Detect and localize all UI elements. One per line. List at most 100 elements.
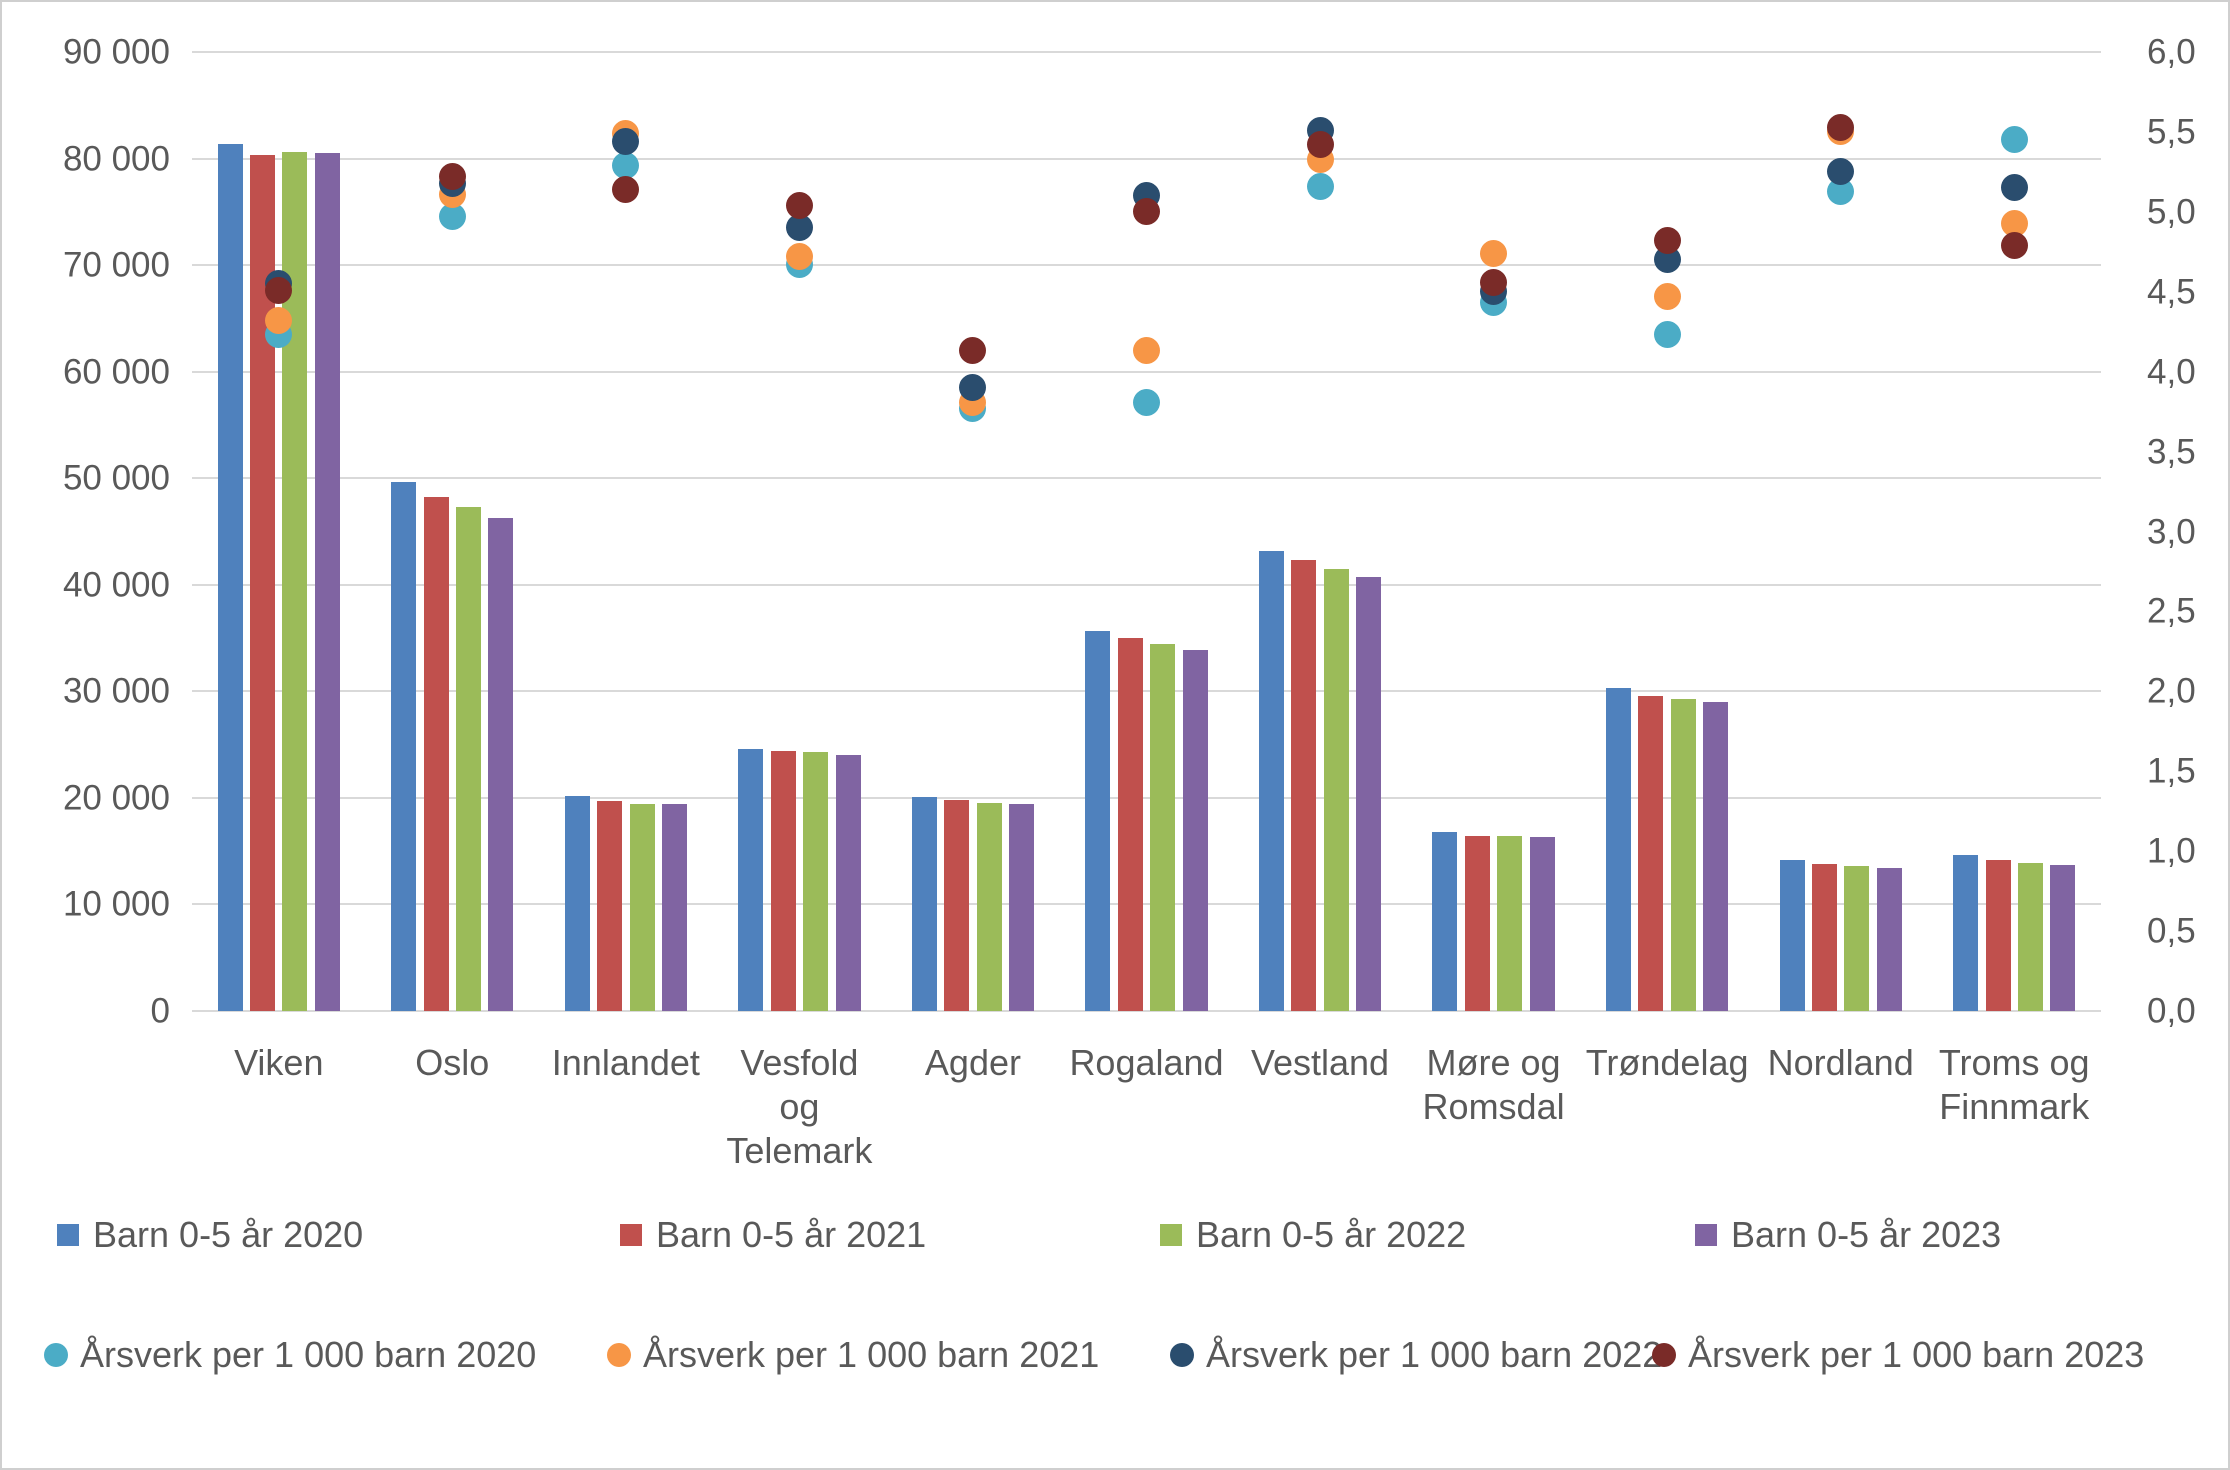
bar bbox=[1703, 701, 1729, 1011]
bar bbox=[1291, 560, 1317, 1011]
bar bbox=[2017, 862, 2043, 1011]
legend-label: Årsverk per 1 000 barn 2023 bbox=[1688, 1334, 2145, 1375]
scatter-dot bbox=[438, 163, 466, 191]
bar bbox=[1150, 644, 1176, 1011]
legend-square-swatch bbox=[1695, 1224, 1717, 1246]
scatter-dot bbox=[1133, 198, 1160, 226]
legend-label: Barn 0-5 år 2020 bbox=[93, 1214, 364, 1255]
right-axis-tick: 3,5 bbox=[2147, 432, 2196, 472]
scatter-dot bbox=[612, 128, 640, 155]
right-axis-tick: 4,0 bbox=[2147, 352, 2196, 392]
bar bbox=[1811, 863, 1837, 1011]
left-axis-tick: 60 000 bbox=[62, 352, 170, 392]
category-label: Rogaland bbox=[1069, 1042, 1224, 1083]
scatter-dot bbox=[785, 191, 813, 219]
scatter-dot bbox=[785, 243, 813, 271]
legend-item-dot: Årsverk per 1 000 barn 2020 bbox=[44, 1334, 536, 1376]
scatter-dot bbox=[265, 307, 293, 335]
legend-item-dot: Årsverk per 1 000 barn 2021 bbox=[607, 1334, 1099, 1376]
left-axis-tick: 80 000 bbox=[62, 139, 170, 179]
scatter-dot bbox=[1306, 172, 1334, 200]
scatter-dot bbox=[1653, 283, 1681, 311]
scatter-dot bbox=[1653, 227, 1681, 255]
gridline bbox=[192, 51, 2101, 53]
left-axis-tick: 10 000 bbox=[62, 884, 170, 924]
bar bbox=[976, 803, 1002, 1011]
scatter-dot bbox=[1480, 268, 1508, 296]
legend-item-bar: Barn 0-5 år 2022 bbox=[1160, 1214, 1466, 1256]
bar bbox=[391, 482, 417, 1011]
bar bbox=[1182, 649, 1208, 1011]
gridline bbox=[192, 370, 2101, 373]
category-label: Agder bbox=[924, 1042, 1021, 1083]
right-axis-tick: 1,5 bbox=[2147, 751, 2196, 791]
legend-label: Årsverk per 1 000 barn 2020 bbox=[80, 1334, 537, 1375]
bar bbox=[803, 752, 829, 1011]
legend-label: Årsverk per 1 000 barn 2022 bbox=[1206, 1334, 1663, 1375]
bar bbox=[1432, 831, 1458, 1011]
legend-circle-swatch bbox=[1652, 1343, 1676, 1367]
gridline bbox=[192, 903, 2101, 906]
category-label: Innlandet bbox=[551, 1042, 700, 1083]
scatter-dot bbox=[612, 175, 640, 203]
category-label: Vestland bbox=[1250, 1042, 1390, 1083]
left-axis-tick: 40 000 bbox=[62, 565, 170, 605]
legend-item-dot: Årsverk per 1 000 barn 2023 bbox=[1652, 1334, 2144, 1376]
legend-item-bar: Barn 0-5 år 2023 bbox=[1695, 1214, 2001, 1256]
category-label: Møre og Romsdal bbox=[1422, 1042, 1565, 1127]
left-axis-tick: 50 000 bbox=[62, 458, 170, 498]
right-axis-tick: 0,5 bbox=[2147, 911, 2196, 951]
right-axis-tick: 0,0 bbox=[2147, 991, 2196, 1031]
scatter-dot bbox=[612, 151, 640, 179]
bar bbox=[1844, 866, 1870, 1011]
legend-label: Barn 0-5 år 2021 bbox=[656, 1214, 927, 1255]
scatter-dot bbox=[265, 276, 293, 304]
scatter-dot bbox=[1306, 131, 1334, 159]
legend-item-bar: Barn 0-5 år 2020 bbox=[57, 1214, 363, 1256]
scatter-dot bbox=[1133, 337, 1160, 365]
left-axis-tick: 90 000 bbox=[62, 32, 170, 72]
bar bbox=[423, 497, 449, 1011]
gridline bbox=[192, 477, 2101, 480]
legend-item-bar: Barn 0-5 år 2021 bbox=[620, 1214, 926, 1256]
bar bbox=[1258, 550, 1284, 1011]
scatter-dot bbox=[2000, 231, 2028, 259]
scatter-dot bbox=[1480, 239, 1508, 267]
scatter-dot bbox=[1653, 321, 1681, 349]
bar bbox=[1779, 859, 1805, 1011]
bar bbox=[911, 796, 937, 1011]
right-axis-tick: 5,5 bbox=[2147, 112, 2196, 152]
right-axis-tick: 3,0 bbox=[2147, 512, 2196, 551]
scatter-dot bbox=[1827, 158, 1855, 186]
bar bbox=[488, 517, 514, 1011]
scatter-dot bbox=[959, 337, 987, 365]
bar bbox=[944, 800, 970, 1011]
scatter-dot bbox=[2000, 126, 2028, 154]
bar bbox=[1985, 859, 2011, 1011]
right-axis-tick: 1,0 bbox=[2147, 831, 2196, 871]
scatter-dot bbox=[959, 374, 987, 402]
bar bbox=[738, 748, 764, 1011]
gridline bbox=[192, 157, 2101, 160]
category-label: Vesfold og Telemark bbox=[726, 1042, 873, 1171]
right-axis-tick: 4,5 bbox=[2147, 272, 2196, 312]
legend-square-swatch bbox=[1160, 1224, 1182, 1246]
scatter-dot bbox=[1827, 113, 1855, 141]
bar bbox=[1009, 804, 1035, 1011]
bar bbox=[1085, 630, 1111, 1011]
bar bbox=[2050, 865, 2076, 1011]
legend-item-dot: Årsverk per 1 000 barn 2022 bbox=[1170, 1334, 1662, 1376]
legend-label: Barn 0-5 år 2022 bbox=[1196, 1214, 1467, 1255]
bar bbox=[1953, 855, 1979, 1011]
bar bbox=[1529, 837, 1555, 1011]
bar bbox=[661, 804, 687, 1011]
legend-label: Årsverk per 1 000 barn 2021 bbox=[643, 1334, 1100, 1375]
right-axis-tick: 2,5 bbox=[2147, 591, 2196, 631]
legend-circle-swatch bbox=[44, 1343, 68, 1367]
legend-circle-swatch bbox=[1170, 1343, 1194, 1367]
bar bbox=[1356, 577, 1382, 1011]
legend-square-swatch bbox=[57, 1224, 79, 1246]
right-axis-tick: 6,0 bbox=[2147, 32, 2196, 72]
scatter-dot bbox=[2000, 174, 2028, 202]
